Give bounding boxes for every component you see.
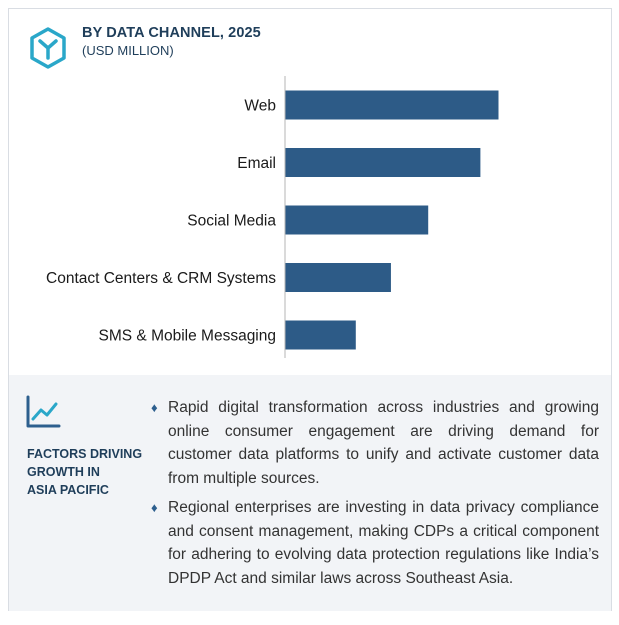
bar [285, 205, 429, 235]
bullet-item: ♦ Regional enterprises are investing in … [149, 496, 599, 590]
bar-chart: Web Email Social Media Contact Centers & CR… [46, 76, 499, 358]
chart-section: BY DATA CHANNEL, 2025 (USD MILLION) Web E… [9, 9, 611, 375]
category-label: SMS & Mobile Messaging [99, 328, 276, 345]
chart-title: BY DATA CHANNEL, 2025 [82, 25, 261, 41]
factors-heading-line: GROWTH IN [27, 465, 100, 479]
bar [285, 263, 391, 292]
bar [285, 148, 481, 177]
bar [285, 320, 356, 350]
hexagon-y-logo-icon [30, 27, 66, 69]
trend-line-chart-icon [26, 395, 61, 428]
factors-panel: FACTORS DRIVING GROWTH IN ASIA PACIFIC ♦… [9, 375, 611, 611]
category-label: Social Media [187, 213, 276, 230]
category-label: Contact Centers & CRM Systems [46, 270, 276, 287]
category-label: Email [237, 155, 276, 172]
bullet-text: Regional enterprises are investing in da… [168, 499, 599, 587]
chart-subtitle: (USD MILLION) [82, 43, 174, 58]
diamond-bullet-icon: ♦ [151, 500, 158, 515]
diamond-bullet-icon: ♦ [151, 400, 158, 415]
factors-heading-line: ASIA PACIFIC [27, 483, 109, 497]
category-label: Web [244, 98, 276, 115]
bullet-text: Rapid digital transformation across indu… [168, 399, 599, 487]
factors-heading: FACTORS DRIVING GROWTH IN ASIA PACIFIC [27, 445, 157, 499]
infographic-card: BY DATA CHANNEL, 2025 (USD MILLION) Web E… [8, 8, 612, 611]
factors-heading-line: FACTORS DRIVING [27, 447, 143, 461]
bullet-item: ♦ Rapid digital transformation across in… [149, 396, 599, 490]
bar [285, 90, 499, 120]
factors-bullet-list: ♦ Rapid digital transformation across in… [149, 396, 599, 596]
